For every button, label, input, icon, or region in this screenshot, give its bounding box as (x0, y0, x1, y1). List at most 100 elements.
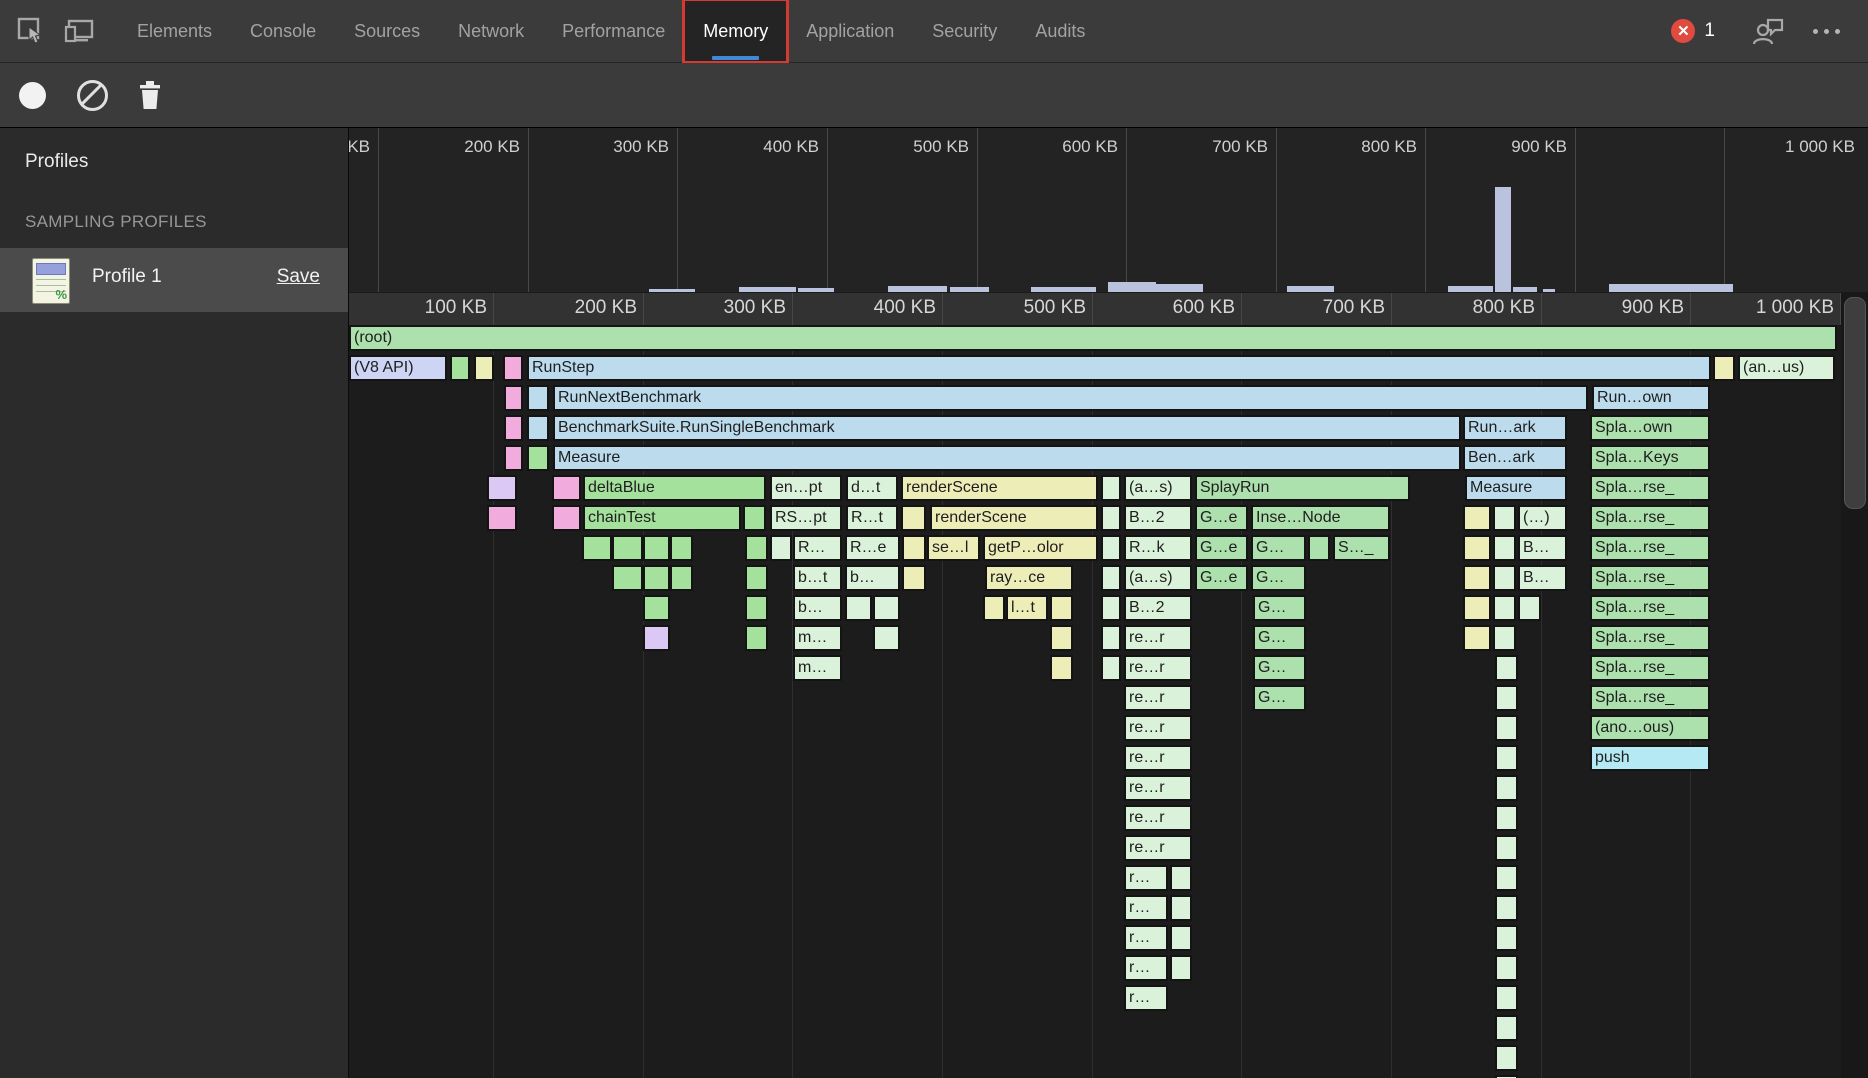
tab-console[interactable]: Console (250, 20, 317, 41)
flame-block[interactable]: r… (1124, 985, 1168, 1011)
flame-block[interactable]: r… (1124, 925, 1168, 951)
flame-block[interactable]: Spla…rse_ (1590, 655, 1710, 681)
flame-block[interactable]: deltaBlue (583, 475, 766, 501)
flame-block[interactable] (1050, 655, 1073, 681)
flame-block[interactable]: G… (1253, 685, 1306, 711)
flame-block[interactable]: R…e (845, 535, 900, 561)
flame-block[interactable]: B…2 (1124, 505, 1192, 531)
flame-block[interactable] (983, 595, 1005, 621)
flame-block[interactable] (1493, 565, 1516, 591)
flame-block[interactable]: (…) (1518, 505, 1567, 531)
flame-block[interactable] (1463, 505, 1491, 531)
flame-block[interactable] (1170, 925, 1192, 951)
more-menu-icon[interactable] (1807, 23, 1846, 40)
flame-block[interactable]: Spla…Keys (1590, 445, 1710, 471)
flame-block[interactable] (612, 535, 643, 561)
flame-block[interactable]: Spla…rse_ (1590, 685, 1710, 711)
flame-block[interactable] (527, 415, 549, 441)
flame-block[interactable]: r… (1124, 895, 1168, 921)
flame-block[interactable]: RunNextBenchmark (553, 385, 1588, 411)
flame-block[interactable]: Spla…rse_ (1590, 625, 1710, 651)
flame-block[interactable] (643, 625, 670, 651)
flame-block[interactable]: re…r (1124, 625, 1192, 651)
flame-block[interactable]: push (1590, 745, 1710, 771)
flame-block[interactable]: Spla…own (1590, 415, 1710, 441)
flame-block[interactable]: (root) (349, 325, 1837, 351)
flame-block[interactable] (1463, 625, 1491, 651)
flame-block[interactable] (1518, 595, 1541, 621)
flame-block[interactable]: Measure (553, 445, 1461, 471)
flame-block[interactable] (1101, 595, 1121, 621)
flame-block[interactable]: re…r (1124, 685, 1192, 711)
flame-block[interactable] (1495, 1075, 1518, 1078)
flame-block[interactable] (527, 445, 549, 471)
tab-network[interactable]: Network (458, 20, 525, 41)
flame-block[interactable] (612, 565, 643, 591)
flame-block[interactable]: B…2 (1124, 595, 1192, 621)
flame-block[interactable] (1495, 1045, 1518, 1071)
tab-audits[interactable]: Audits (1035, 20, 1086, 41)
flame-block[interactable]: SplayRun (1195, 475, 1410, 501)
flame-block[interactable] (1463, 565, 1491, 591)
flame-block[interactable]: re…r (1124, 655, 1192, 681)
flame-block[interactable] (1050, 595, 1073, 621)
flame-block[interactable]: Ben…ark (1463, 445, 1567, 471)
flame-block[interactable]: r… (1124, 865, 1168, 891)
flame-block[interactable]: l…t (1006, 595, 1048, 621)
flame-block[interactable] (1170, 895, 1192, 921)
device-toolbar-icon[interactable] (62, 14, 96, 48)
flame-block[interactable] (1495, 745, 1518, 771)
flame-block[interactable] (1101, 475, 1121, 501)
flame-block[interactable]: m… (793, 655, 842, 681)
flame-block[interactable] (1495, 895, 1518, 921)
flame-block[interactable] (1170, 955, 1192, 981)
flame-block[interactable] (745, 625, 768, 651)
flame-block[interactable] (1495, 955, 1518, 981)
flame-block[interactable]: R…t (846, 505, 898, 531)
flame-block[interactable] (1050, 625, 1073, 651)
flame-block[interactable] (1101, 505, 1121, 531)
flame-block[interactable] (1170, 865, 1192, 891)
flame-block[interactable]: G… (1251, 535, 1306, 561)
flame-block[interactable]: b…t (793, 565, 842, 591)
vertical-scrollbar[interactable] (1841, 293, 1868, 1078)
flame-block[interactable]: re…r (1124, 805, 1192, 831)
flame-block[interactable] (504, 385, 523, 411)
error-badge-icon[interactable]: ✕ 1 (1671, 19, 1715, 43)
flame-block[interactable] (1495, 925, 1518, 951)
flame-block[interactable] (582, 535, 612, 561)
flame-block[interactable] (1493, 625, 1516, 651)
flame-block[interactable]: RS…pt (770, 505, 842, 531)
clear-icon[interactable] (74, 77, 110, 113)
flame-block[interactable]: (a…s) (1124, 565, 1192, 591)
flame-block[interactable] (1495, 805, 1518, 831)
flame-block[interactable] (743, 505, 766, 531)
flame-block[interactable] (1101, 565, 1121, 591)
flame-block[interactable] (1495, 985, 1518, 1011)
flame-block[interactable]: Spla…rse_ (1590, 535, 1710, 561)
flame-block[interactable] (1495, 865, 1518, 891)
flame-block[interactable] (643, 565, 670, 591)
flame-block[interactable] (450, 355, 470, 381)
flame-block[interactable] (670, 535, 693, 561)
flame-block[interactable]: en…pt (770, 475, 842, 501)
flame-block[interactable]: Inse…Node (1251, 505, 1390, 531)
inspect-icon[interactable] (14, 14, 48, 48)
flame-block[interactable]: se…l (927, 535, 980, 561)
tab-application[interactable]: Application (806, 20, 895, 41)
feedback-icon[interactable] (1751, 14, 1785, 48)
flame-block[interactable]: re…r (1124, 715, 1192, 741)
flame-block[interactable] (873, 625, 900, 651)
flame-block[interactable]: (a…s) (1124, 475, 1192, 501)
flame-block[interactable] (1495, 775, 1518, 801)
tab-elements[interactable]: Elements (137, 20, 213, 41)
flame-block[interactable] (1308, 535, 1330, 561)
flame-block[interactable]: re…r (1124, 835, 1192, 861)
flame-block[interactable] (873, 595, 900, 621)
flame-block[interactable] (745, 565, 768, 591)
allocation-overview-pane[interactable]: 100 KB 200 KB 300 KB 400 KB 500 KB 600 KB 700 … (349, 128, 1868, 292)
flame-block[interactable] (503, 355, 523, 381)
flame-block[interactable]: renderScene (901, 475, 1098, 501)
flame-block[interactable] (504, 445, 523, 471)
flame-block[interactable] (1495, 715, 1518, 741)
